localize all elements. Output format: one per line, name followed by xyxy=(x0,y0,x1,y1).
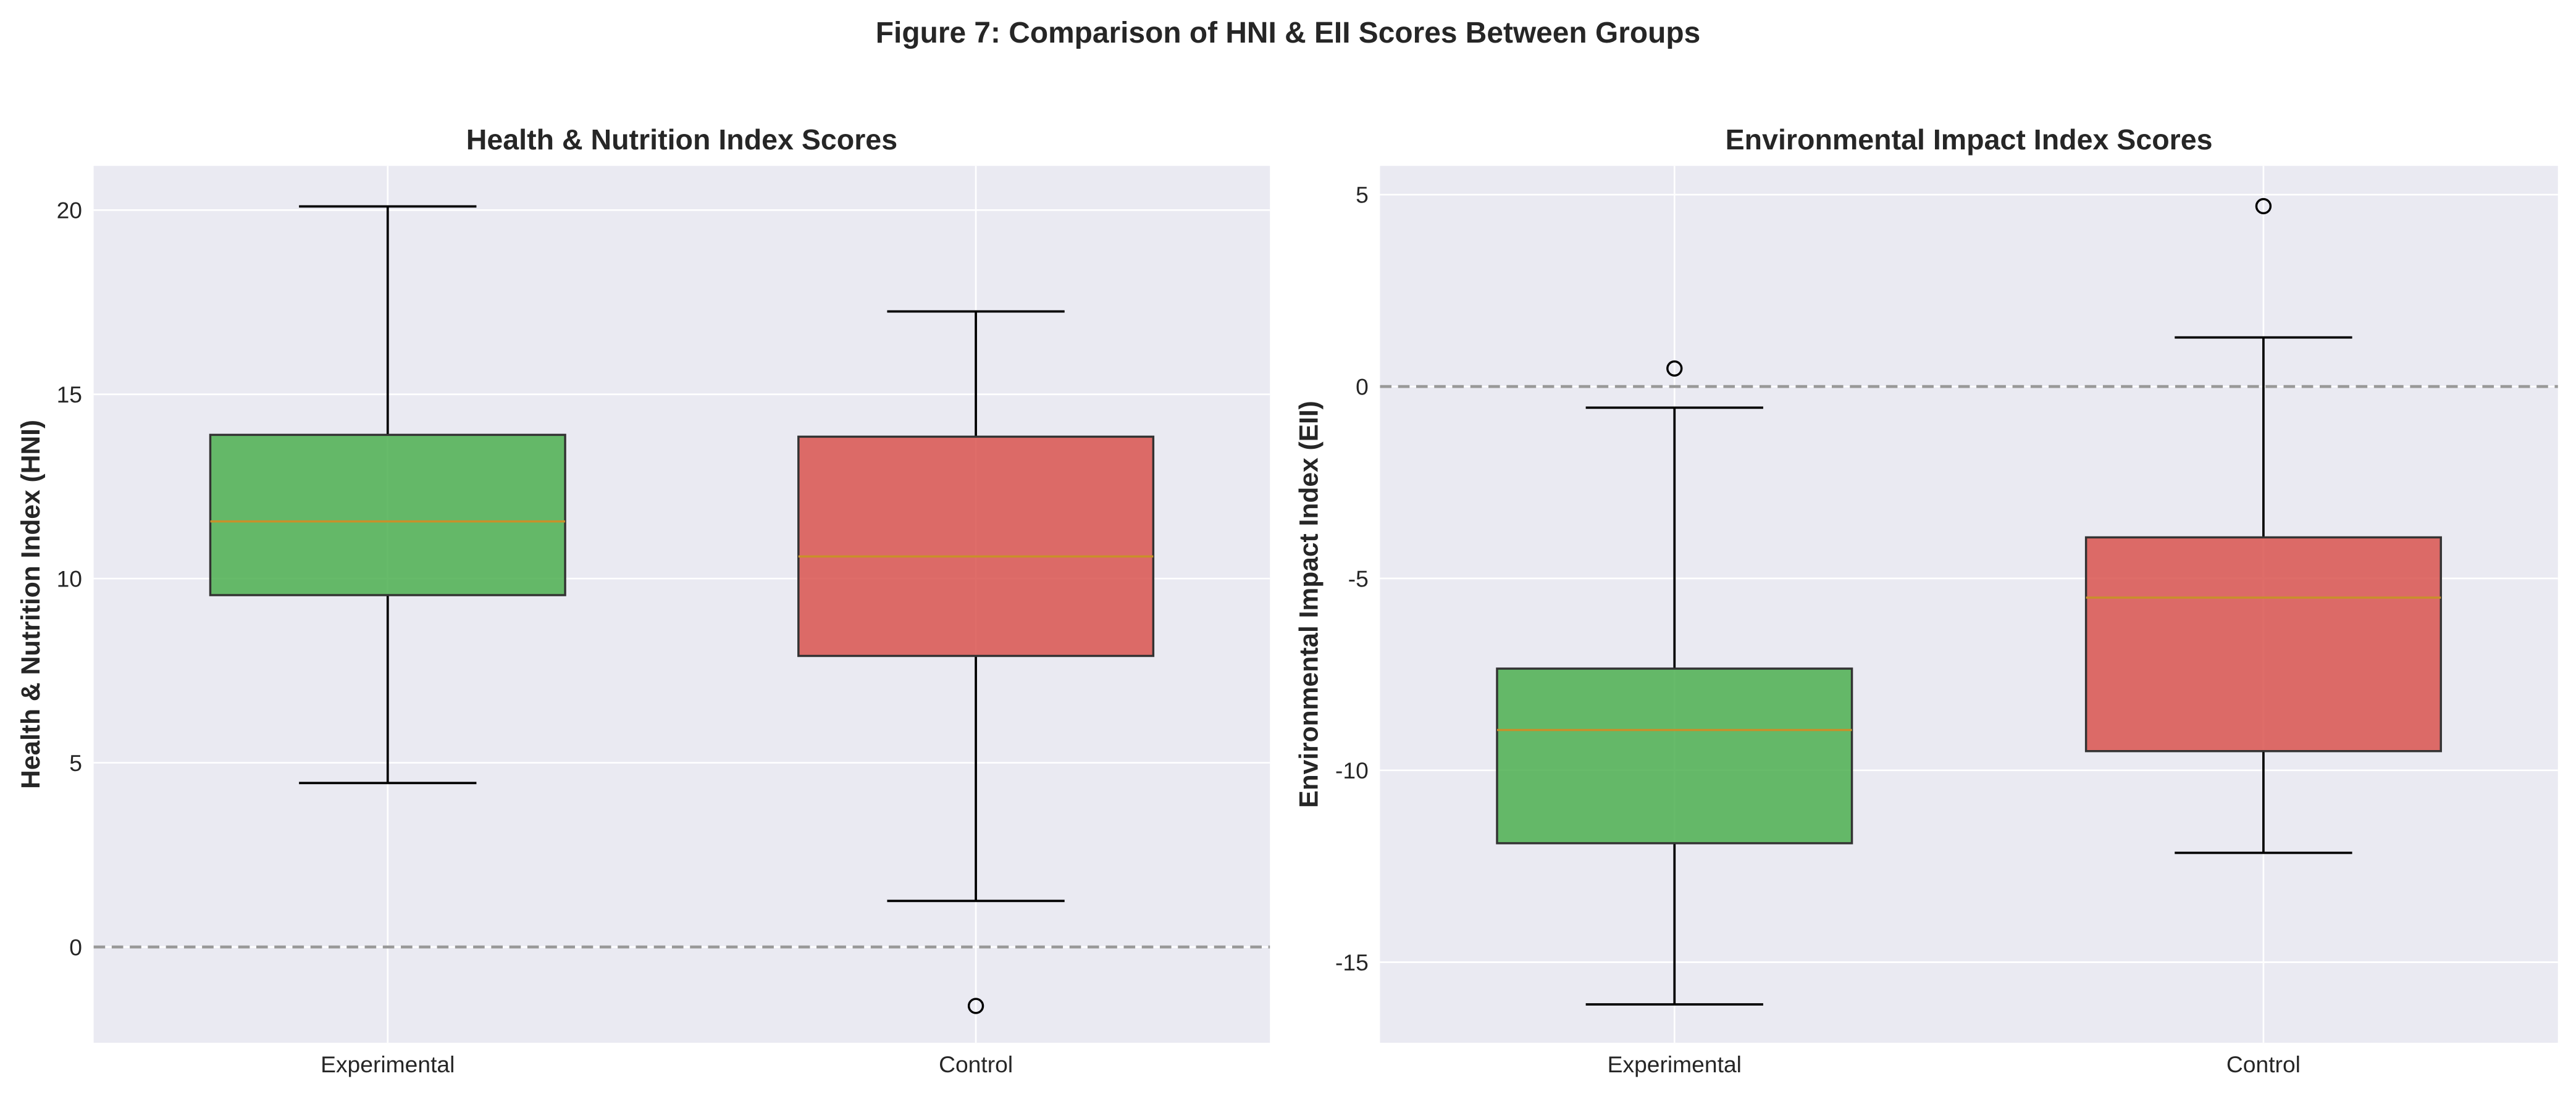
y-axis-label: Health & Nutrition Index (HNI) xyxy=(16,420,46,789)
x-tick-label: Control xyxy=(2226,1051,2301,1077)
y-tick-label: 5 xyxy=(1356,182,1369,208)
y-axis-label: Environmental Impact Index (EII) xyxy=(1294,401,1324,808)
iqr-box xyxy=(2084,536,2442,753)
box-control xyxy=(797,310,1155,1014)
subplot-title: Health & Nutrition Index Scores xyxy=(466,123,897,156)
y-tick-label: 0 xyxy=(69,934,82,960)
subplot-eii: -15 -10 -5 0 5 Experimental Control Environment… xyxy=(1294,123,2558,1077)
y-tick-label: -15 xyxy=(1335,949,1369,975)
x-tick-label: Experimental xyxy=(321,1051,455,1077)
y-tick-label: 0 xyxy=(1356,373,1369,399)
iqr-box xyxy=(797,435,1155,657)
y-tick-label: 15 xyxy=(57,382,82,407)
y-tick-label: 10 xyxy=(57,565,82,591)
figure-title: Figure 7: Comparison of HNI & EII Scores… xyxy=(876,17,1700,49)
x-tick-label: Experimental xyxy=(1608,1051,1742,1077)
iqr-box xyxy=(1496,667,1853,845)
outlier-point xyxy=(1666,360,1683,377)
y-tick-label: -5 xyxy=(1348,565,1369,591)
outlier-point xyxy=(967,998,984,1014)
box-control xyxy=(2084,198,2442,854)
y-tick-label: 20 xyxy=(57,198,82,223)
iqr-box xyxy=(209,433,566,596)
box-experimental xyxy=(209,205,566,785)
box-experimental xyxy=(1496,360,1853,1006)
outlier-point xyxy=(2255,198,2272,215)
y-tick-label: 5 xyxy=(69,750,82,776)
subplot-hni: 0 5 10 15 20 Experimental Control Health & Nutr… xyxy=(16,123,1270,1077)
x-tick-label: Control xyxy=(939,1051,1013,1077)
y-tick-label: -10 xyxy=(1335,757,1369,783)
subplot-title: Environmental Impact Index Scores xyxy=(1726,123,2213,156)
